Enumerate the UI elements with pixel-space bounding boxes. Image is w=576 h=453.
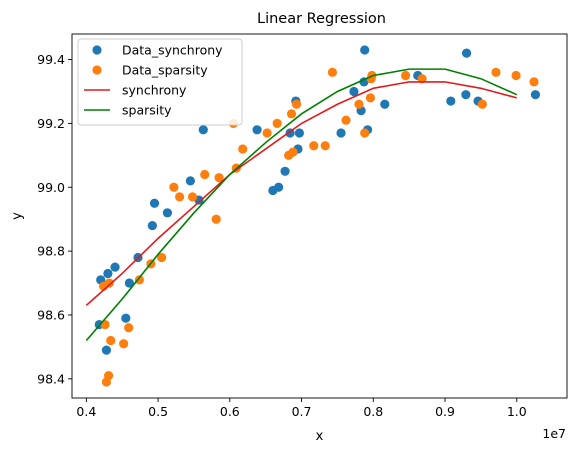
legend-label: sparsity — [122, 103, 172, 118]
y-tick-label: 98.4 — [37, 371, 65, 386]
data-point — [272, 118, 282, 128]
data-point — [103, 371, 114, 381]
data-point — [147, 220, 157, 231]
data-point — [360, 45, 370, 55]
legend-label: synchrony — [122, 83, 187, 98]
data-point — [157, 252, 167, 263]
y-tick-label: 99.0 — [37, 180, 65, 195]
data-point — [327, 67, 338, 77]
data-point — [214, 173, 224, 183]
data-point — [461, 48, 472, 58]
data-point — [262, 128, 272, 138]
data-point — [200, 169, 210, 180]
x-tick-label: 1.0 — [507, 404, 527, 419]
x-axis-label: x — [316, 429, 324, 444]
data-point — [175, 192, 185, 202]
data-point — [336, 128, 346, 138]
legend: Data_synchrony Data_sparsity synchrony spar… — [77, 38, 243, 126]
scatter-series-0 — [94, 45, 541, 355]
data-point — [121, 313, 131, 323]
data-point — [106, 335, 116, 346]
line-sparsity — [85, 68, 518, 342]
data-point — [119, 339, 129, 349]
x-tick-label: 0.4 — [76, 404, 96, 419]
data-point — [491, 67, 501, 77]
data-point — [103, 268, 113, 279]
data-point — [104, 278, 114, 288]
y-axis: 98.4 98.6 98.8 99.0 99.2 99.4 — [37, 52, 72, 386]
data-point — [134, 275, 145, 285]
x-tick-label: 0.6 — [220, 404, 240, 419]
data-point — [341, 115, 351, 125]
x-tick-label: 0.8 — [363, 404, 383, 419]
y-tick-label: 98.8 — [37, 244, 65, 259]
data-point — [511, 70, 521, 81]
data-point — [320, 141, 330, 151]
data-point — [349, 86, 359, 97]
data-point — [169, 182, 179, 192]
data-point — [530, 90, 541, 100]
x-tick-label: 0.5 — [148, 404, 168, 419]
data-point — [417, 74, 427, 84]
chart-title: Linear Regression — [257, 11, 386, 27]
data-point — [359, 77, 369, 87]
x-axis: 0.4 0.5 0.6 0.7 0.8 0.9 1.0 — [76, 398, 527, 419]
data-point — [101, 345, 112, 355]
data-point — [124, 323, 134, 333]
data-point — [294, 128, 305, 138]
data-point — [400, 70, 411, 81]
data-point — [286, 109, 297, 119]
plot-marks — [85, 45, 541, 387]
y-tick-label: 99.2 — [37, 116, 65, 131]
data-point — [360, 128, 370, 138]
data-point — [211, 214, 221, 224]
legend-label: Data_synchrony — [122, 43, 223, 58]
data-point — [529, 77, 539, 87]
data-point — [288, 147, 298, 157]
data-point — [309, 141, 319, 151]
data-point — [187, 192, 198, 202]
legend-marker — [92, 45, 102, 55]
y-tick-label: 98.6 — [37, 307, 65, 322]
plot-frame — [71, 33, 568, 399]
data-point — [365, 93, 376, 103]
data-point — [461, 90, 471, 100]
data-point — [185, 176, 195, 186]
y-axis-label: y — [10, 212, 25, 220]
data-point — [354, 99, 364, 109]
y-tick-label: 99.4 — [37, 52, 65, 67]
x-tick-label: 0.7 — [292, 404, 312, 419]
legend-label: Data_sparsity — [122, 63, 208, 78]
data-point — [149, 198, 160, 208]
data-point — [162, 208, 173, 218]
data-point — [124, 278, 134, 288]
data-point — [238, 144, 248, 154]
line-synchrony — [85, 81, 517, 306]
data-point — [280, 166, 290, 176]
data-point — [252, 125, 262, 135]
data-point — [291, 99, 302, 109]
data-point — [274, 182, 284, 192]
data-point — [380, 99, 390, 109]
x-offset-label: 1e7 — [542, 426, 566, 441]
x-tick-label: 0.9 — [435, 404, 455, 419]
legend-marker — [92, 65, 102, 75]
legend-box — [77, 38, 243, 126]
data-point — [110, 262, 120, 272]
data-point — [446, 96, 456, 106]
data-point — [198, 125, 208, 135]
data-point — [477, 99, 487, 109]
data-point — [100, 319, 110, 330]
